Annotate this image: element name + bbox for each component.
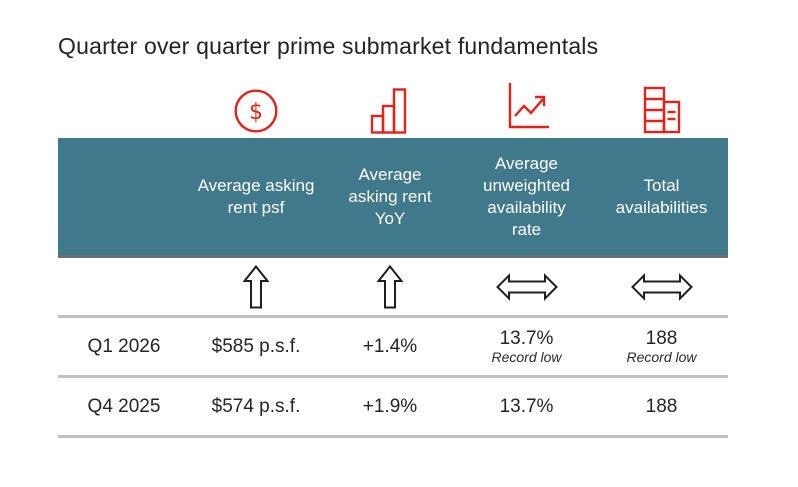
icon-cell: $ <box>190 82 322 139</box>
spacer-cell <box>58 138 190 255</box>
trend-cell <box>190 258 322 315</box>
icon-cell <box>458 82 595 139</box>
column-header-cell: Average asking rent YoY <box>322 138 458 255</box>
table-row: Q4 2025 $574 p.s.f. +1.9% 13.7% 188 <box>58 375 728 435</box>
spacer-cell <box>58 258 190 315</box>
value: 13.7% <box>499 328 554 349</box>
up-arrow-icon <box>377 264 403 308</box>
value-cell: +1.9% <box>362 395 418 417</box>
trend-arrows-row <box>58 258 728 315</box>
sideways-arrow-icon <box>630 272 693 301</box>
column-header: Average asking rent psf <box>197 175 315 217</box>
column-header-cell: Average unweighted availability rate <box>458 138 595 255</box>
icon-cell <box>595 82 728 139</box>
line-chart-icon <box>508 83 549 129</box>
row-label: Q4 2025 <box>87 395 161 417</box>
value-cell: +1.4% <box>362 335 418 357</box>
bar-chart-icon <box>370 88 407 134</box>
record-low-note: Record low <box>626 349 697 365</box>
table-header-row: Average asking rent psf Average asking r… <box>58 138 728 258</box>
svg-text:$: $ <box>249 100 263 125</box>
column-header: Average asking rent YoY <box>348 164 432 228</box>
record-low-note: Record low <box>491 349 562 365</box>
fundamentals-table: $ <box>58 82 728 438</box>
column-header-cell: Average asking rent psf <box>190 138 322 255</box>
sideways-arrow-icon <box>495 272 558 301</box>
up-arrow-icon <box>243 264 269 308</box>
table-bottom-rule <box>58 435 728 438</box>
trend-cell <box>322 258 458 315</box>
spacer-cell <box>58 82 190 139</box>
column-header: Average unweighted availability rate <box>483 153 570 239</box>
value-cell: 13.7% Record low <box>458 318 595 375</box>
value: 188 <box>645 328 678 349</box>
column-header: Total availabilities <box>615 175 708 217</box>
page-title: Quarter over quarter prime submarket fun… <box>58 33 599 59</box>
value-cell: 188 Record low <box>595 318 728 375</box>
icons-row: $ <box>58 82 728 138</box>
dollar-circle-icon: $ <box>234 89 278 133</box>
row-label: Q1 2026 <box>87 335 161 357</box>
ledger-icon <box>643 86 680 134</box>
trend-cell <box>595 258 728 315</box>
value-cell: $585 p.s.f. <box>211 335 301 357</box>
trend-cell <box>458 258 595 315</box>
icon-cell <box>322 82 458 139</box>
value-cell: $574 p.s.f. <box>211 395 301 417</box>
table-row: Q1 2026 $585 p.s.f. +1.4% 13.7% Record l… <box>58 315 728 375</box>
value-cell: 13.7% <box>499 395 554 417</box>
column-header-cell: Total availabilities <box>595 138 728 255</box>
value-cell: 188 <box>645 395 678 417</box>
